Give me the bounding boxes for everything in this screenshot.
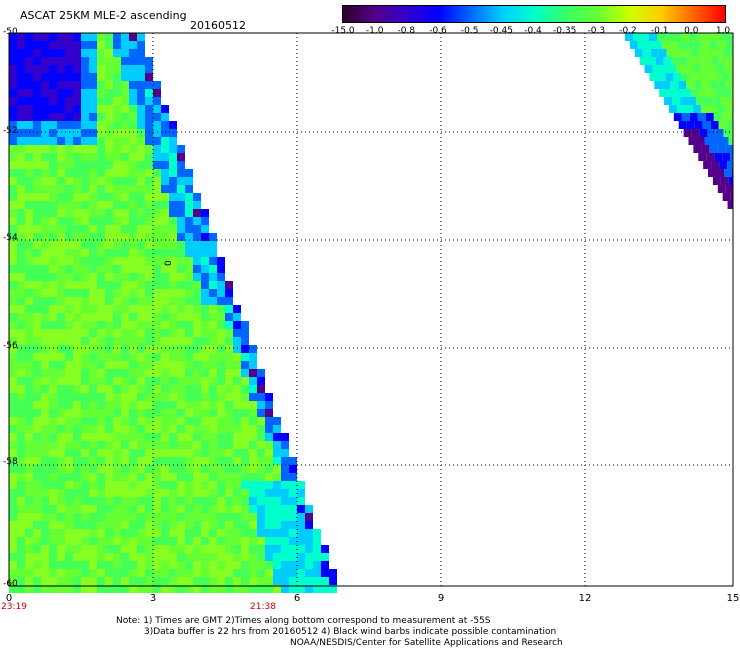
lat-label: -58 — [3, 457, 18, 467]
colorbar-tick-label: -0.6 — [429, 26, 447, 36]
swath-left — [9, 33, 337, 593]
lon-label: 0 — [5, 593, 13, 604]
lon-label: 3 — [149, 593, 157, 604]
lon-label: 6 — [293, 593, 301, 604]
map-date: 20160512 — [190, 19, 246, 32]
colorbar-tick-label: 1.0 — [715, 26, 731, 36]
colorbar-tick-label: -0.8 — [397, 26, 416, 36]
map-title: ASCAT 25KM MLE-2 ascending — [20, 9, 187, 22]
footer-note-2: 3)Data buffer is 22 hrs from 20160512 4)… — [144, 627, 557, 637]
colorbar-tick-label: -0.4 — [524, 26, 542, 36]
colorbar-tick-label: -0.1 — [650, 26, 669, 36]
map-frame — [8, 32, 734, 587]
lon-label: 12 — [578, 593, 592, 604]
map-grid — [9, 33, 733, 586]
colorbar-tick-label: -0.35 — [553, 26, 577, 36]
colorbar-tick-label: -1.0 — [365, 26, 384, 36]
swath-right — [625, 33, 733, 209]
colorbar-tick-label: -0.3 — [587, 26, 606, 36]
lat-label: -52 — [3, 126, 18, 136]
footer-note-3: NOAA/NESDIS/Center for Satellite Applica… — [290, 638, 563, 648]
colorbar-tick-label: -0.45 — [489, 26, 513, 36]
colorbar-gradient — [343, 6, 725, 22]
lon-label: 9 — [437, 593, 445, 604]
lon-label: 15 — [726, 593, 740, 604]
time-label: 23:19 — [1, 602, 27, 612]
colorbar-tick-label: 0.0 — [684, 26, 699, 36]
colorbar-tick-label: -15.0 — [331, 26, 355, 36]
colorbar-tick-label: -0.2 — [619, 26, 637, 36]
lat-label: -60 — [3, 579, 18, 589]
lat-label: -54 — [3, 233, 18, 243]
footer-note-1: Note: 1) Times are GMT 2)Times along bot… — [116, 616, 491, 626]
colorbar-labels: -15.0 -1.0 -0.8 -0.6 -0.5 -0.45 -0.4 -0.35 -0.3 -… — [0, 26, 740, 40]
lat-label: -50 — [3, 27, 18, 37]
contour-label: 0 — [164, 260, 174, 266]
colorbar-tick-label: -0.5 — [460, 26, 479, 36]
lat-label: -56 — [3, 341, 18, 351]
colorbar — [342, 5, 726, 23]
time-label: 21:38 — [250, 602, 276, 612]
